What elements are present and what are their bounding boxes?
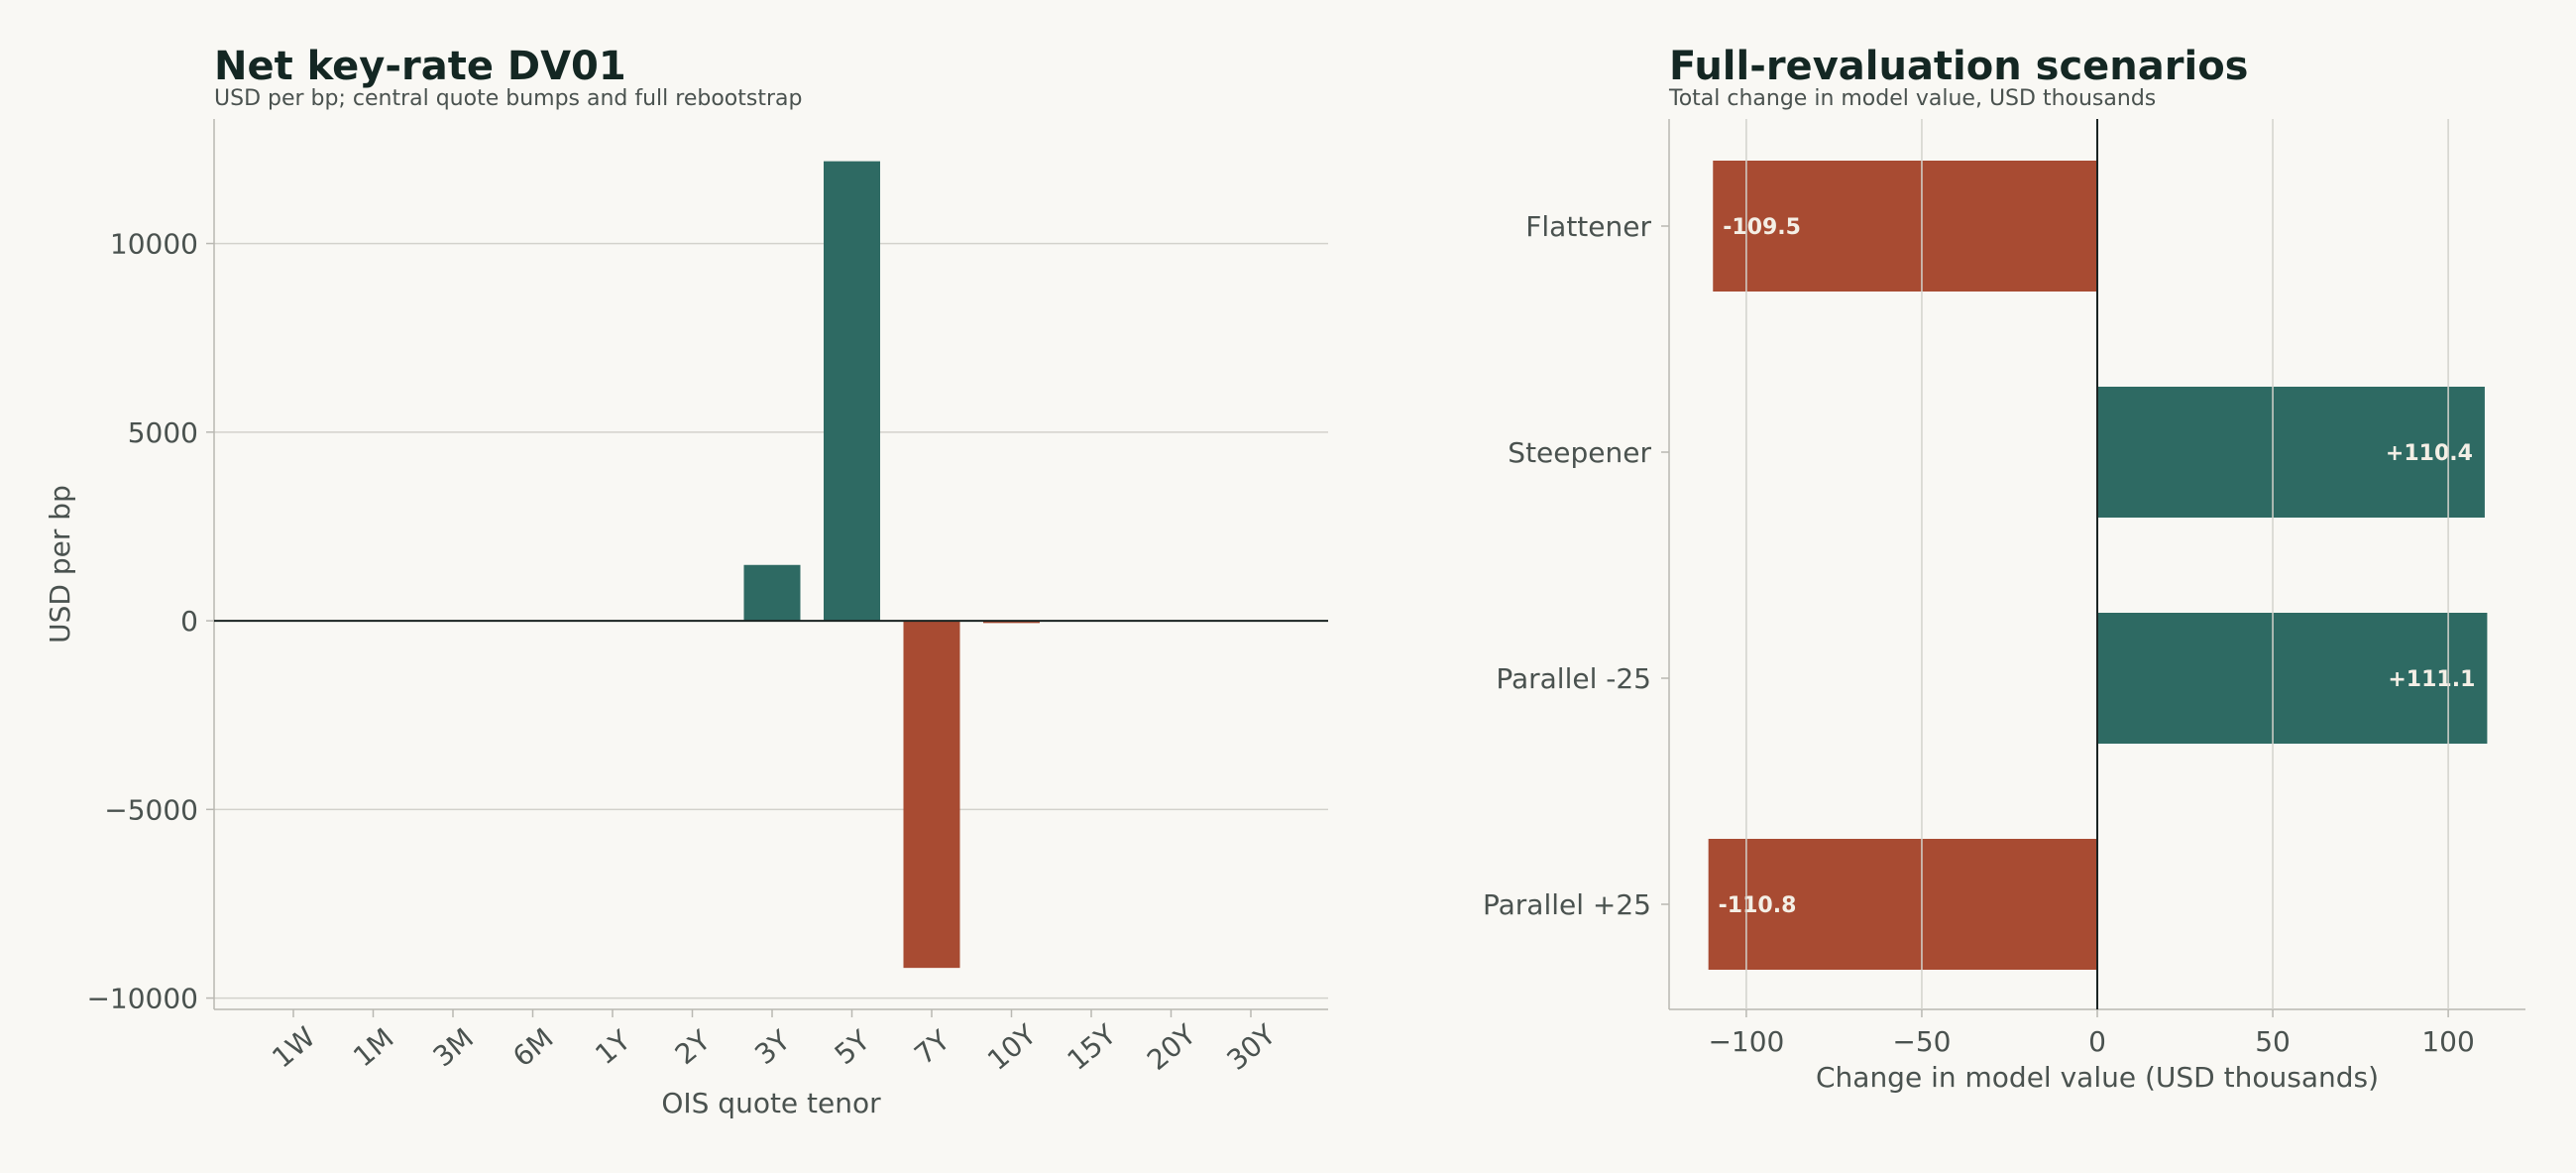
- chart-title: Net key-rate DV01: [214, 44, 626, 89]
- x-tick-label: −100: [1708, 1025, 1784, 1058]
- x-tick-label: 1M: [347, 1021, 399, 1073]
- data-label: +111.1: [2388, 667, 2475, 692]
- y-tick-label: Parallel -25: [1496, 662, 1651, 695]
- chart-subtitle: Total change in model value, USD thousan…: [1668, 86, 2156, 111]
- x-axis-title: Change in model value (USD thousands): [1816, 1061, 2379, 1094]
- y-tick-label: −5000: [104, 793, 198, 826]
- bar-Parallel-+25: [1708, 839, 2097, 970]
- chart-subtitle: USD per bp; central quote bumps and full…: [214, 86, 802, 111]
- bar-Steepener: [2097, 387, 2485, 518]
- x-tick-label: 50: [2255, 1025, 2291, 1058]
- y-tick-label: Flattener: [1525, 210, 1651, 243]
- x-tick-label: 15Y: [1062, 1017, 1123, 1077]
- x-tick-label: 30Y: [1221, 1017, 1283, 1077]
- x-tick-label: 5Y: [829, 1023, 877, 1071]
- y-tick-label: −10000: [86, 983, 198, 1015]
- x-tick-label: 3M: [427, 1021, 480, 1073]
- y-tick-label: 5000: [128, 416, 198, 449]
- y-tick-label: Steepener: [1508, 436, 1651, 469]
- x-tick-label: 6M: [506, 1021, 559, 1073]
- x-tick-label: 0: [2088, 1025, 2106, 1058]
- x-tick-label: 1Y: [589, 1023, 637, 1071]
- bar-10Y: [983, 621, 1040, 624]
- x-tick-label: 7Y: [908, 1023, 956, 1071]
- x-tick-label: 3Y: [748, 1023, 797, 1071]
- x-tick-label: 2Y: [669, 1023, 718, 1071]
- y-tick-label: 10000: [110, 228, 198, 261]
- x-tick-label: 1W: [266, 1020, 321, 1075]
- x-tick-label: 10Y: [981, 1017, 1043, 1077]
- bar-5Y: [824, 161, 880, 622]
- bar-Parallel--25: [2097, 613, 2488, 744]
- x-tick-label: 20Y: [1141, 1017, 1202, 1077]
- y-tick-label: 0: [180, 605, 198, 638]
- bar-Flattener: [1713, 161, 2097, 292]
- x-tick-label: −50: [1892, 1025, 1951, 1058]
- y-tick-label: Parallel +25: [1483, 888, 1651, 921]
- bar-3Y: [743, 564, 801, 622]
- bar-7Y: [903, 621, 960, 969]
- chart-title: Full-revaluation scenarios: [1669, 44, 2249, 89]
- data-label: -110.8: [1719, 893, 1797, 918]
- x-tick-label: 100: [2421, 1025, 2474, 1058]
- y-axis-title: USD per bp: [44, 485, 76, 644]
- x-axis-title: OIS quote tenor: [661, 1087, 881, 1119]
- data-label: -109.5: [1723, 215, 1801, 240]
- data-label: +110.4: [2386, 441, 2473, 466]
